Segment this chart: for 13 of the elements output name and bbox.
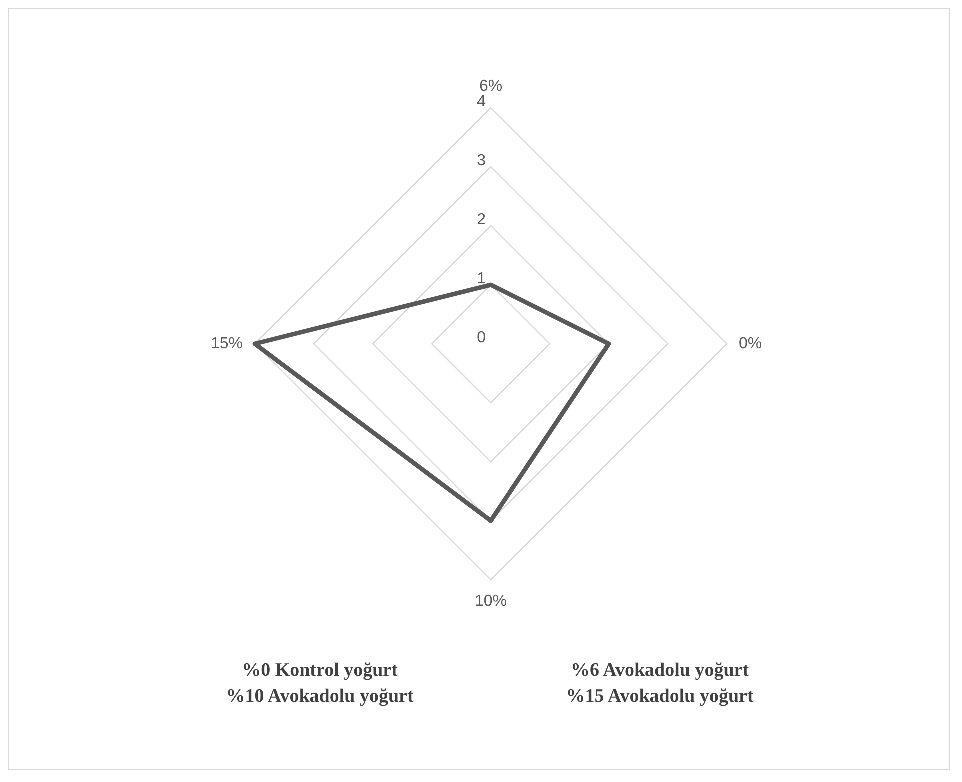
spoke-label: 15%: [210, 335, 244, 352]
y-tick-label: 2: [477, 211, 486, 228]
spoke-label: 6%: [479, 78, 503, 95]
spoke-label: 10%: [474, 592, 508, 610]
y-tick-label: 1: [477, 270, 486, 288]
y-tick-label: 3: [477, 152, 486, 170]
y-tick-label: 0: [477, 329, 486, 346]
text: %15 Avokadolu yoğurt: [565, 686, 755, 708]
spoke-label: 0%: [738, 335, 762, 352]
text: %0 Kontrol yoğurt: [241, 660, 399, 682]
text: %10 Avokadolu yoğurt: [225, 686, 415, 708]
y-tick-label: 4: [477, 93, 486, 110]
text: %6 Avokadolu yoğurt: [570, 660, 750, 682]
